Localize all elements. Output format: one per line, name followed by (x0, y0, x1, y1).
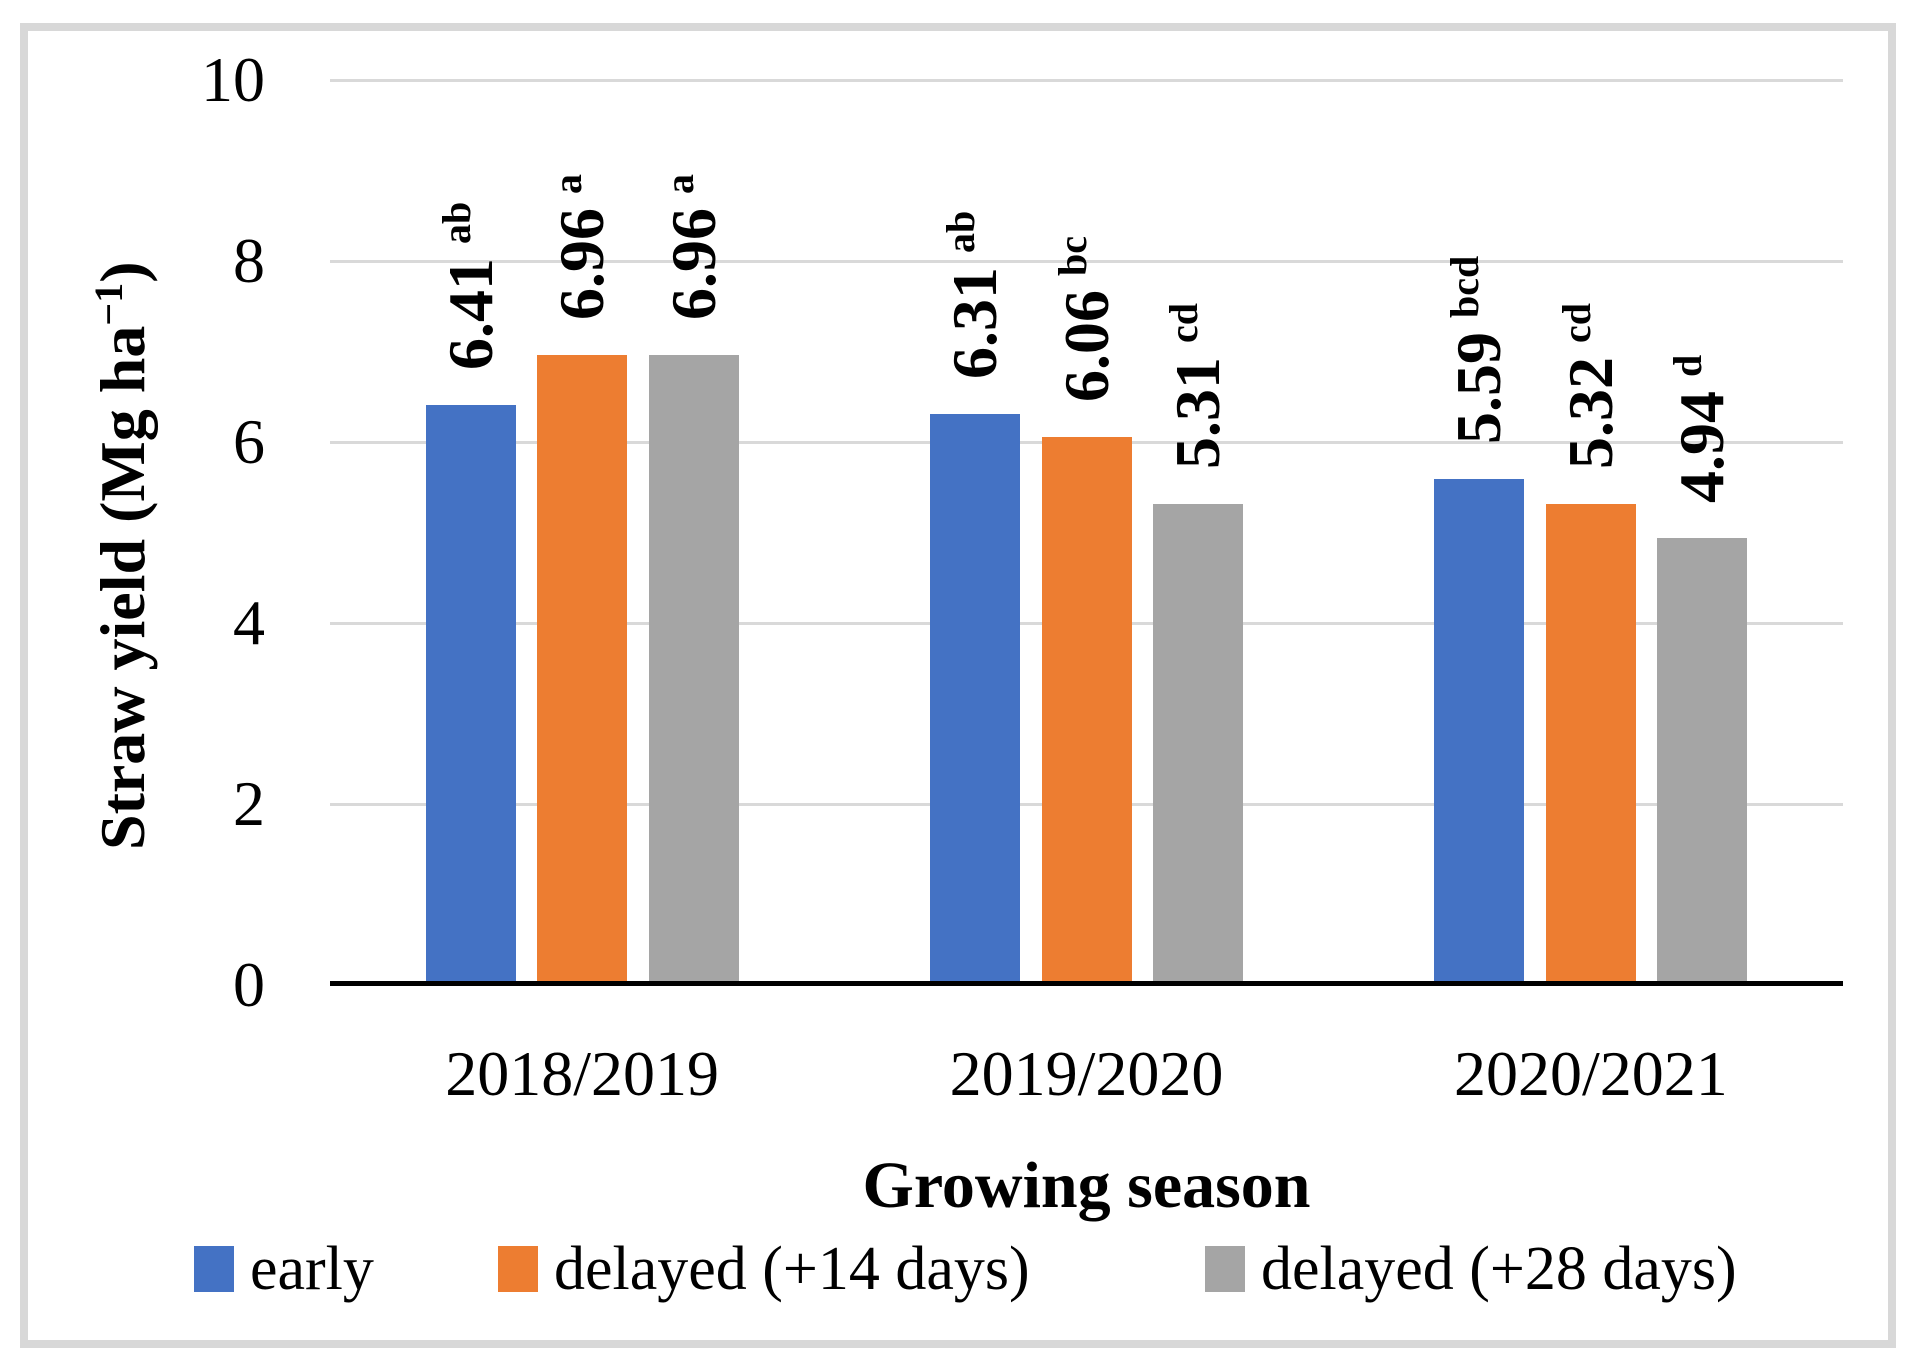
bar (1434, 479, 1525, 983)
x-tick-label: 2020/2021 (1453, 1038, 1728, 1109)
y-tick-label: 10 (201, 44, 265, 115)
bar-value: 6.06 (1050, 289, 1122, 402)
x-axis-title: Growing season (862, 1149, 1311, 1222)
bar-value: 6.96 (546, 208, 618, 321)
y-tick-label: 0 (233, 949, 265, 1020)
y-axis-title-text: Straw yield (Mg ha (87, 325, 158, 850)
y-tick-label: 6 (233, 406, 265, 477)
bar (1657, 537, 1748, 983)
y-axis-title: Straw yield (Mg ha−1) (83, 261, 163, 850)
bar-value: 6.41 (434, 257, 506, 370)
x-axis-line (330, 981, 1843, 986)
significance-letters: ab (433, 201, 479, 244)
bar-value-label: 6.06 bc (1047, 236, 1127, 402)
significance-letters: ab (938, 210, 983, 253)
gridline (330, 79, 1843, 82)
y-axis-title-superscript: −1 (86, 282, 131, 326)
legend-swatch-delayed-14 (498, 1246, 538, 1292)
y-tick-label: 8 (233, 225, 265, 296)
bar-value: 4.94 (1666, 390, 1738, 503)
bar (425, 404, 516, 983)
bar-value-label: 6.96 a (542, 174, 622, 320)
bar-value-label: 4.94 d (1662, 355, 1742, 503)
bar (1545, 503, 1636, 983)
bar-value-label: 5.31 cd (1158, 303, 1238, 469)
legend-swatch-delayed-28 (1205, 1246, 1245, 1292)
bar (648, 355, 739, 983)
bar (537, 355, 628, 983)
significance-letters: a (656, 174, 702, 195)
bar-value-label: 5.32 cd (1551, 303, 1631, 469)
y-tick-label: 4 (233, 587, 265, 658)
legend-swatch-early (194, 1246, 234, 1292)
legend-label: early (250, 1235, 374, 1303)
bar (930, 413, 1020, 983)
y-axis-title-suffix: ) (87, 260, 158, 283)
bar-value: 6.31 (939, 266, 1010, 379)
gridline (330, 260, 1843, 263)
significance-letters: a (545, 174, 591, 195)
significance-letters: bc (1049, 235, 1095, 276)
significance-letters: cd (1553, 302, 1599, 343)
bar-value: 5.31 (1162, 357, 1233, 470)
legend-label: delayed (+28 days) (1261, 1235, 1737, 1303)
bar (1153, 504, 1243, 983)
bar-value-label: 6.41 ab (431, 202, 511, 370)
chart-frame (20, 23, 1896, 1348)
bar-value: 5.59 (1443, 332, 1515, 445)
significance-letters: d (1665, 354, 1711, 377)
legend-label: delayed (+14 days) (554, 1235, 1030, 1303)
significance-letters: cd (1161, 303, 1206, 344)
x-tick-label: 2018/2019 (445, 1038, 720, 1109)
x-tick-label: 2019/2020 (949, 1038, 1224, 1109)
bar-value-label: 6.31 ab (935, 211, 1015, 379)
bar-value: 6.96 (657, 208, 729, 321)
y-tick-label: 2 (233, 768, 265, 839)
bar-value: 5.32 (1554, 356, 1626, 469)
bar-value-label: 6.96 a (654, 174, 734, 320)
bar-value-label: 5.59 bcd (1439, 256, 1519, 444)
bar (1041, 436, 1132, 983)
significance-letters: bcd (1442, 255, 1488, 319)
